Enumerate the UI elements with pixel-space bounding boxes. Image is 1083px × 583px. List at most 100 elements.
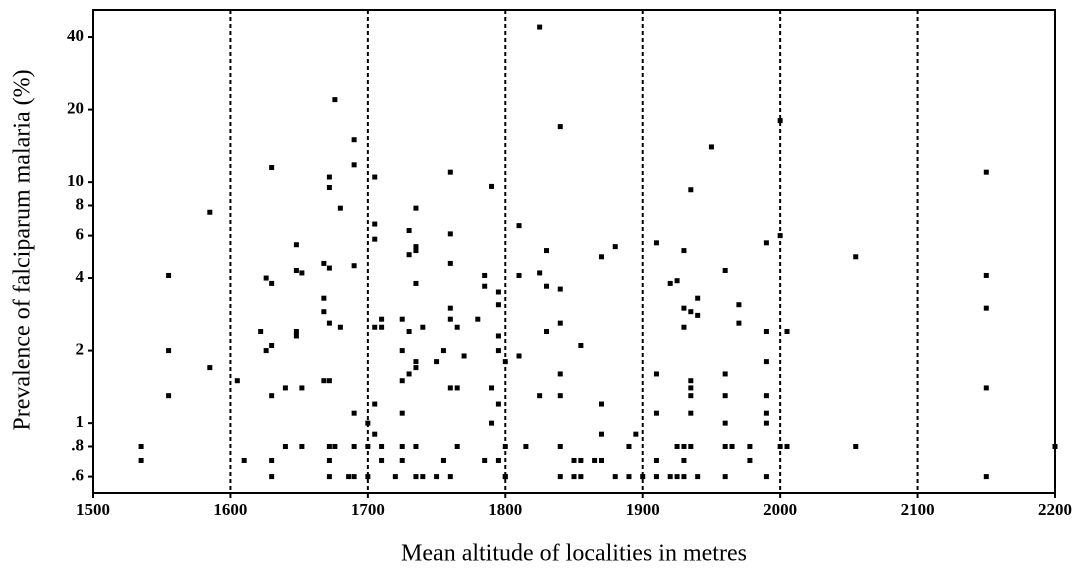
point [434, 474, 440, 480]
point [729, 443, 735, 449]
point [282, 385, 288, 391]
point [722, 371, 728, 377]
point [326, 265, 332, 271]
point [413, 280, 419, 286]
point [537, 393, 543, 399]
point [326, 457, 332, 463]
point [557, 286, 563, 292]
point [269, 457, 275, 463]
point [681, 248, 687, 254]
point [763, 359, 769, 365]
point [640, 474, 646, 480]
point [351, 137, 357, 143]
point [688, 378, 694, 384]
point [293, 329, 299, 335]
point [434, 359, 440, 365]
x-axis-title: Mean altitude of localities in metres [401, 541, 747, 567]
point [166, 272, 172, 278]
point [392, 474, 398, 480]
point [269, 342, 275, 348]
point [763, 240, 769, 246]
point [557, 443, 563, 449]
point [777, 118, 783, 124]
point [983, 272, 989, 278]
point [346, 474, 352, 480]
point [413, 443, 419, 449]
point [351, 443, 357, 449]
point [557, 124, 563, 130]
point [983, 474, 989, 480]
point [372, 221, 378, 227]
point [495, 302, 501, 308]
point [406, 329, 412, 335]
point [681, 443, 687, 449]
y-tick-label: 4 [76, 267, 85, 286]
point [372, 236, 378, 242]
point [447, 169, 453, 175]
point [763, 420, 769, 426]
point [495, 333, 501, 339]
y-tick-label: .8 [71, 435, 84, 454]
point [736, 302, 742, 308]
point [667, 280, 673, 286]
point [332, 443, 338, 449]
point [413, 205, 419, 211]
point [502, 359, 508, 365]
point [489, 385, 495, 391]
point [612, 474, 618, 480]
point [722, 443, 728, 449]
point [454, 385, 460, 391]
point [379, 316, 385, 322]
point [681, 457, 687, 463]
point [633, 431, 639, 437]
y-axis-title: Prevalence of falciparum malaria (%) [10, 69, 36, 430]
point [326, 185, 332, 191]
point [447, 385, 453, 391]
point [495, 348, 501, 354]
point [674, 443, 680, 449]
point [557, 474, 563, 480]
point [736, 320, 742, 326]
point [482, 283, 488, 289]
point [688, 187, 694, 193]
point [667, 474, 673, 480]
point [447, 231, 453, 237]
point [326, 174, 332, 180]
point [784, 329, 790, 335]
point [495, 457, 501, 463]
point [207, 209, 213, 215]
point [495, 289, 501, 295]
point [722, 267, 728, 273]
point [983, 169, 989, 175]
point [379, 443, 385, 449]
point [447, 316, 453, 322]
point [269, 165, 275, 171]
point [241, 457, 247, 463]
point [138, 443, 144, 449]
point [674, 474, 680, 480]
point [337, 324, 343, 330]
point [413, 359, 419, 365]
y-tick-label: 20 [67, 99, 84, 118]
point [653, 240, 659, 246]
point [653, 457, 659, 463]
x-tick-label: 2100 [901, 500, 935, 519]
point [321, 295, 327, 301]
y-tick-label: 40 [67, 26, 84, 45]
x-tick-label: 1800 [488, 500, 522, 519]
point [166, 348, 172, 354]
point [406, 371, 412, 377]
point [282, 443, 288, 449]
point [516, 353, 522, 359]
plot-frame [92, 9, 1056, 494]
point [681, 324, 687, 330]
y-tick-label: 6 [76, 225, 85, 244]
point [557, 393, 563, 399]
y-tick-label: .6 [71, 466, 84, 485]
point [372, 174, 378, 180]
point [258, 329, 264, 335]
y-tick-label: 10 [67, 171, 84, 190]
point [557, 371, 563, 377]
point [365, 420, 371, 426]
